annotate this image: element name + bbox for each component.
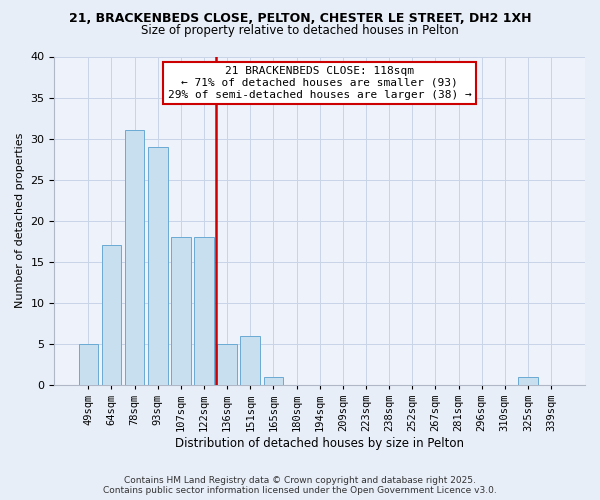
Bar [194,237,214,385]
Y-axis label: Number of detached properties: Number of detached properties [15,133,25,308]
Bar [518,376,538,385]
Bar [148,147,167,385]
Bar [241,336,260,385]
Bar [217,344,237,385]
Bar [263,376,283,385]
Text: Contains HM Land Registry data © Crown copyright and database right 2025.
Contai: Contains HM Land Registry data © Crown c… [103,476,497,495]
Bar [171,237,191,385]
Text: 21, BRACKENBEDS CLOSE, PELTON, CHESTER LE STREET, DH2 1XH: 21, BRACKENBEDS CLOSE, PELTON, CHESTER L… [69,12,531,26]
Bar [125,130,145,385]
Text: Size of property relative to detached houses in Pelton: Size of property relative to detached ho… [141,24,459,37]
Text: 21 BRACKENBEDS CLOSE: 118sqm
← 71% of detached houses are smaller (93)
29% of se: 21 BRACKENBEDS CLOSE: 118sqm ← 71% of de… [168,66,472,100]
Bar [79,344,98,385]
Bar [101,246,121,385]
X-axis label: Distribution of detached houses by size in Pelton: Distribution of detached houses by size … [175,437,464,450]
